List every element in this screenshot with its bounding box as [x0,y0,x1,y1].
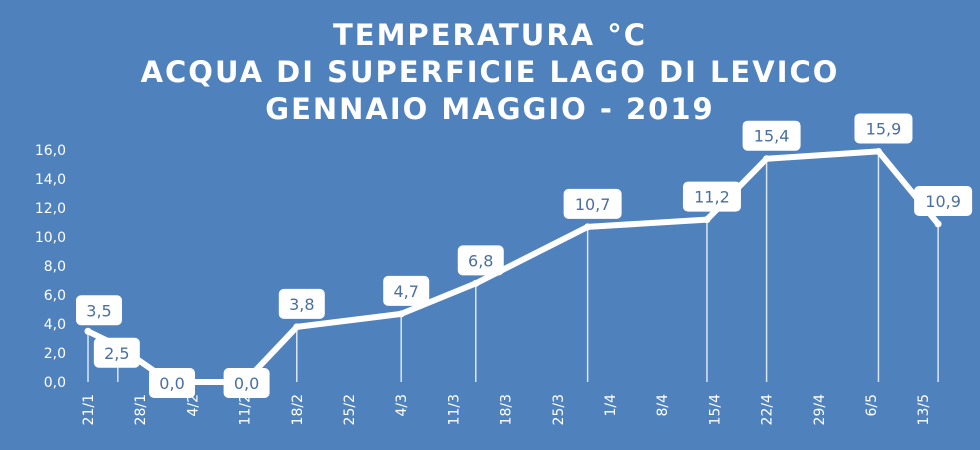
y-tick-label: 0,0 [44,375,66,391]
chart-title-line-3: GENNAIO MAGGIO - 2019 [265,92,715,126]
data-point [472,279,480,287]
x-tick-label: 25/2 [342,394,358,425]
x-tick-label: 11/3 [446,394,462,425]
data-label-box [93,337,140,368]
x-tick-label: 6/5 [864,394,880,417]
data-label-box [278,288,325,319]
data-label: 6,8 [468,251,493,270]
data-label: 0,0 [234,374,259,393]
x-tick-label: 21/1 [81,394,97,425]
series-line [85,148,942,385]
chart-title-line-1: TEMPERATURA °C [332,18,648,52]
data-point [293,323,301,331]
data-label-box [742,120,801,151]
y-tick-label: 12,0 [35,201,66,217]
data-label: 2,5 [104,344,129,363]
y-tick-label: 4,0 [44,317,66,333]
data-label: 3,8 [289,295,314,314]
data-label: 15,9 [866,119,902,138]
data-point [584,223,592,231]
chart-title-line-2: ACQUA DI SUPERFICIE LAGO DI LEVICO [140,55,840,89]
data-label: 11,2 [694,188,730,207]
x-tick-label: 18/3 [499,394,515,425]
y-tick-label: 6,0 [44,288,66,304]
data-point [397,310,405,318]
data-point [703,216,711,224]
x-tick-label: 28/1 [133,394,149,425]
data-point [934,220,942,228]
data-label-box [383,275,430,306]
y-tick-label: 2,0 [44,346,66,362]
data-label-box [149,368,196,398]
data-label-box [76,295,122,326]
x-tick-label: 11/2 [238,394,254,425]
data-label-box [682,181,741,212]
x-tick-label: 8/4 [655,394,671,417]
x-tick-label: 22/4 [760,394,776,426]
data-point [84,327,92,335]
data-label-box [563,188,622,219]
data-point [874,147,882,155]
data-label: 10,7 [575,195,611,214]
x-tick-label: 15/4 [707,394,723,426]
x-tick-label: 18/2 [290,394,306,425]
x-tick-label: 29/4 [812,394,828,426]
data-label-box [914,185,973,216]
y-tick-label: 10,0 [35,230,66,246]
y-tick-label: 8,0 [44,259,66,275]
data-label-box [854,113,913,144]
x-tick-label: 4/3 [394,394,410,417]
y-tick-label: 14,0 [35,172,66,188]
data-label-box [223,368,270,398]
data-label: 0,0 [159,374,184,393]
x-tick-label: 25/3 [551,394,567,425]
data-label: 15,4 [754,127,790,146]
x-tick-label: 1/4 [603,394,619,417]
data-label-box [457,245,504,276]
data-label: 10,9 [925,192,961,211]
x-tick-label: 4/2 [185,394,201,417]
data-label: 4,7 [393,282,418,301]
data-point [763,155,771,163]
x-tick-label: 13/5 [916,394,932,425]
y-tick-label: 16,0 [35,143,66,159]
data-label: 3,5 [86,301,111,320]
